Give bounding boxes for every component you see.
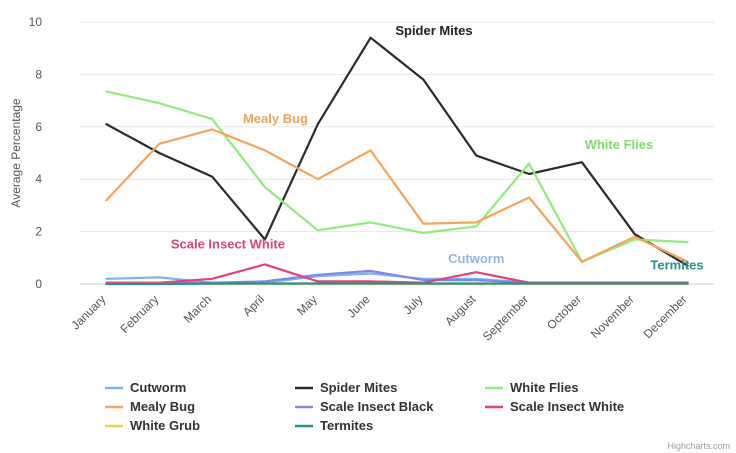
x-tick-label: August: [442, 292, 479, 329]
chart-annotation: Cutworm: [448, 251, 504, 266]
series-line-mealy-bug: [105, 128, 689, 263]
legend-item-label: White Grub: [130, 418, 200, 433]
legend-item-label: Spider Mites: [320, 380, 397, 395]
chart-annotation: Spider Mites: [395, 23, 472, 38]
legend-item-label: Scale Insect White: [510, 399, 624, 414]
series-line-scale-insect-white: [105, 263, 689, 284]
y-tick-label: 0: [35, 277, 42, 291]
series-line-spider-mites: [105, 36, 689, 267]
chart-annotation: Termites: [650, 258, 703, 273]
x-tick-label: January: [68, 292, 108, 332]
chart-annotation: Scale Insect White: [171, 237, 285, 252]
y-tick-label: 6: [35, 120, 42, 134]
x-tick-label: July: [401, 292, 426, 317]
x-tick-label: November: [588, 292, 637, 341]
x-tick-label: June: [344, 292, 373, 321]
x-tick-label: May: [294, 292, 320, 318]
series-line-termites: [105, 282, 689, 286]
x-tick-label: March: [181, 292, 214, 325]
y-axis-title: Average Percentage: [9, 98, 23, 208]
y-tick-label: 10: [29, 15, 43, 29]
x-tick-label: September: [480, 292, 531, 343]
x-tick-label: December: [641, 292, 690, 341]
legend-item-label: White Flies: [510, 380, 579, 395]
legend-item-label: Cutworm: [130, 380, 186, 395]
legend-item-label: Mealy Bug: [130, 399, 195, 414]
chart-annotation: Mealy Bug: [243, 111, 308, 126]
y-tick-label: 8: [35, 67, 42, 81]
credits-text: Highcharts.com: [667, 441, 730, 451]
x-tick-label: April: [240, 292, 267, 319]
y-tick-label: 4: [35, 172, 42, 186]
legend-item-label: Termites: [320, 418, 373, 433]
chart-annotation: White Flies: [585, 137, 654, 152]
x-tick-label: October: [544, 292, 584, 332]
x-tick-label: February: [118, 292, 162, 336]
legend-item-label: Scale Insect Black: [320, 399, 434, 414]
y-tick-label: 2: [35, 225, 42, 239]
